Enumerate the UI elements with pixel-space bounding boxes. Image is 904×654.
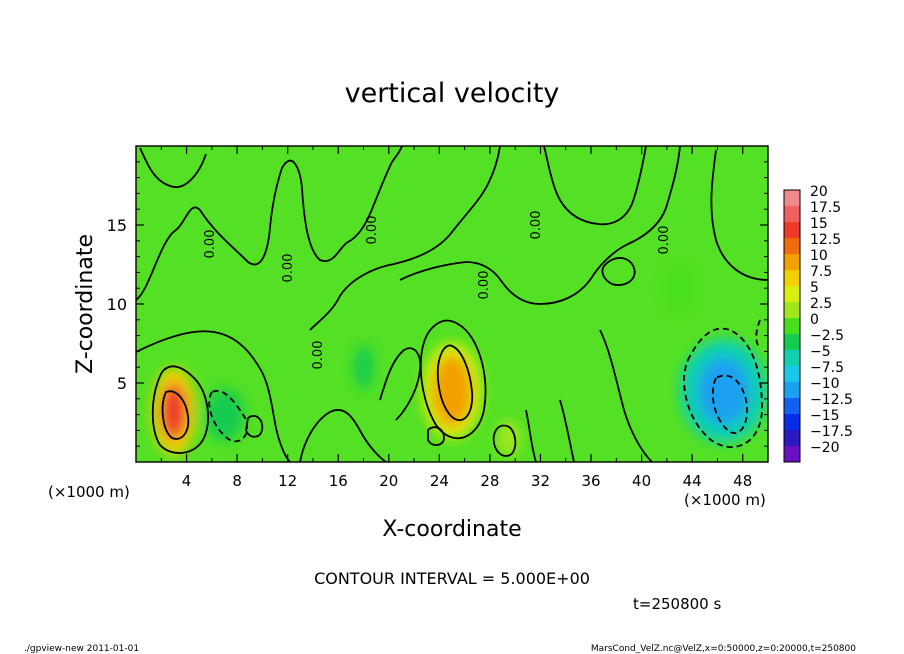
- colorbar-label: 17.5: [810, 200, 841, 216]
- contour-line: [136, 146, 403, 301]
- y-axis-label: Z-coordinate: [73, 234, 98, 374]
- contour-label: 0.00: [657, 226, 672, 255]
- y-tick-label: 15: [107, 216, 127, 235]
- colorbar-label: 12.5: [810, 232, 841, 248]
- contour-line: [543, 146, 647, 226]
- colorbar-swatch: [784, 190, 800, 207]
- x-tick-label: 28: [480, 472, 499, 490]
- colorbar-swatch: [784, 286, 800, 303]
- x-tick-label: 4: [182, 472, 192, 490]
- negative-contour-line: [712, 374, 748, 435]
- y-tick-label: 10: [107, 295, 127, 314]
- contour-line: [419, 319, 487, 440]
- contour-line: [427, 426, 445, 446]
- x-tick-label: 32: [531, 472, 550, 490]
- x-tick-label: 48: [733, 472, 752, 490]
- contour-line: [245, 415, 264, 438]
- contour-label: 0.00: [477, 271, 492, 300]
- anomaly-blob: [697, 356, 750, 425]
- colorbar-label: −10: [810, 376, 840, 392]
- colorbar-label: −5: [810, 344, 831, 360]
- x-unit-right: (×1000 m): [684, 491, 766, 509]
- contour-line: [379, 347, 422, 421]
- negative-contour-line: [755, 319, 761, 349]
- colorbar-label: 10: [810, 248, 828, 264]
- colorbar-label: −20: [810, 440, 840, 456]
- colorbar-label: −12.5: [810, 392, 853, 408]
- contour-label: 0.00: [311, 341, 326, 370]
- x-tick-label: 8: [232, 472, 242, 490]
- contour-line: [151, 365, 209, 454]
- chart-title: vertical velocity: [345, 78, 560, 109]
- colorbar-label: 20: [810, 184, 828, 200]
- contour-line: [399, 146, 681, 305]
- colorbar-label: 7.5: [810, 264, 832, 280]
- plot-area: 0.00 0.00 0.00 0.00 0.00 0.00 0.00: [136, 146, 768, 462]
- footer-right: MarsCond_VelZ.nc@VelZ,x=0:50000,z=0:2000…: [591, 644, 856, 654]
- contour-line: [309, 146, 501, 331]
- colorbar-swatch: [784, 446, 800, 463]
- contour-interval: CONTOUR INTERVAL = 5.000E+00: [314, 569, 590, 588]
- x-tick-label: 12: [278, 472, 297, 490]
- contour-label: 0.00: [281, 254, 296, 283]
- contour-line: [436, 344, 474, 422]
- colorbar-label: −15: [810, 408, 840, 424]
- anomaly-blob: [663, 264, 696, 313]
- colorbar-swatch: [784, 334, 800, 351]
- colorbar-label: −7.5: [810, 360, 844, 376]
- x-axis-label: X-coordinate: [382, 517, 521, 542]
- colorbar-label: 2.5: [810, 296, 832, 312]
- x-tick-label: 36: [581, 472, 600, 490]
- anomaly-blob: [353, 345, 374, 390]
- x-tick-label: 20: [379, 472, 398, 490]
- colorbar-label: 0: [810, 312, 819, 328]
- contour-line: [299, 409, 387, 462]
- contour-line: [492, 424, 517, 457]
- colorbar-label: −2.5: [810, 328, 844, 344]
- contour-line: [525, 409, 537, 462]
- contour-line: [136, 330, 291, 462]
- colorbar-swatch: [784, 382, 800, 399]
- x-tick-label: 40: [632, 472, 651, 490]
- colorbar-swatch: [784, 398, 800, 415]
- colorbar-swatch: [784, 414, 800, 431]
- x-tick-label: 44: [683, 472, 702, 490]
- colorbar-swatch: [784, 270, 800, 287]
- colorbar-swatch: [784, 318, 800, 335]
- contour-line: [710, 149, 768, 281]
- colorbar-label: 15: [810, 216, 828, 232]
- contour-line: [599, 329, 653, 462]
- colorbar-label: −17.5: [810, 424, 853, 440]
- colorbar-swatch: [784, 254, 800, 271]
- colorbar-swatch: [784, 206, 800, 223]
- colorbar: 2017.51512.5107.552.50−2.5−5−7.5−10−12.5…: [783, 184, 853, 463]
- x-tick-label: 16: [329, 472, 348, 490]
- contour-line: [139, 147, 207, 188]
- negative-contour-line: [208, 389, 249, 443]
- colorbar-label: 5: [810, 280, 819, 296]
- contour-line: [161, 390, 190, 440]
- contour-label: 0.00: [203, 230, 218, 259]
- colorbar-frame: [783, 189, 801, 463]
- colorbar-swatch: [784, 366, 800, 383]
- colorbar-swatch: [784, 430, 800, 447]
- colorbar-swatch: [784, 350, 800, 367]
- footer-left: ./gpview-new 2011-01-01: [24, 644, 139, 654]
- contour-label: 0.00: [529, 211, 544, 240]
- x-unit-left: (×1000 m): [48, 483, 130, 501]
- time-stamp: t=250800 s: [633, 595, 721, 613]
- y-tick-label: 5: [117, 374, 127, 393]
- colorbar-swatch: [784, 222, 800, 239]
- x-tick-label: 24: [430, 472, 449, 490]
- contour-line: [559, 399, 575, 462]
- colorbar-swatch: [784, 302, 800, 319]
- contour-label: 0.00: [365, 216, 380, 245]
- contour-line: [601, 257, 636, 286]
- colorbar-swatch: [784, 238, 800, 255]
- anomaly-blob: [432, 354, 472, 427]
- negative-contour-line: [683, 327, 763, 448]
